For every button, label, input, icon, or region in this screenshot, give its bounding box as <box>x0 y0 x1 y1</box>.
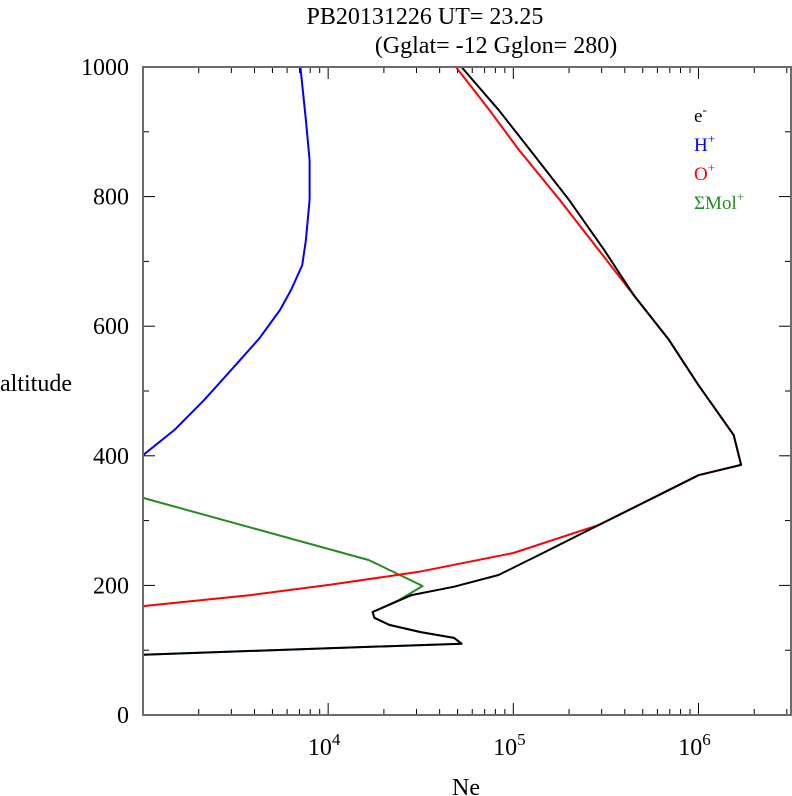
series-line-1 <box>142 66 311 456</box>
y-tick-label: 400 <box>93 444 129 470</box>
legend-entry: H+ <box>694 131 715 156</box>
plot-frame <box>142 66 792 716</box>
x-tick-label: 105 <box>493 730 526 761</box>
y-tick-label: 0 <box>117 703 129 729</box>
x-tick-label: 104 <box>308 730 341 761</box>
y-tick-label: 1000 <box>81 55 129 81</box>
y-axis-label: altitude <box>0 371 72 397</box>
chart-subtitle: (Gglat= -12 Gglon= 280) <box>375 33 617 59</box>
legend-entry: O+ <box>694 160 715 185</box>
legend-entry: ΣMol+ <box>694 189 744 214</box>
chart-title: PB20131226 UT= 23.25 <box>307 4 544 30</box>
series-line-2 <box>142 66 743 608</box>
legend-entry: e- <box>694 102 707 127</box>
y-tick-label: 600 <box>93 314 129 340</box>
y-tick-label: 200 <box>93 573 129 599</box>
x-tick-label: 106 <box>678 730 711 761</box>
x-axis-label: Ne <box>452 775 480 796</box>
y-tick-label: 800 <box>93 185 129 211</box>
series-line-0 <box>142 66 743 656</box>
